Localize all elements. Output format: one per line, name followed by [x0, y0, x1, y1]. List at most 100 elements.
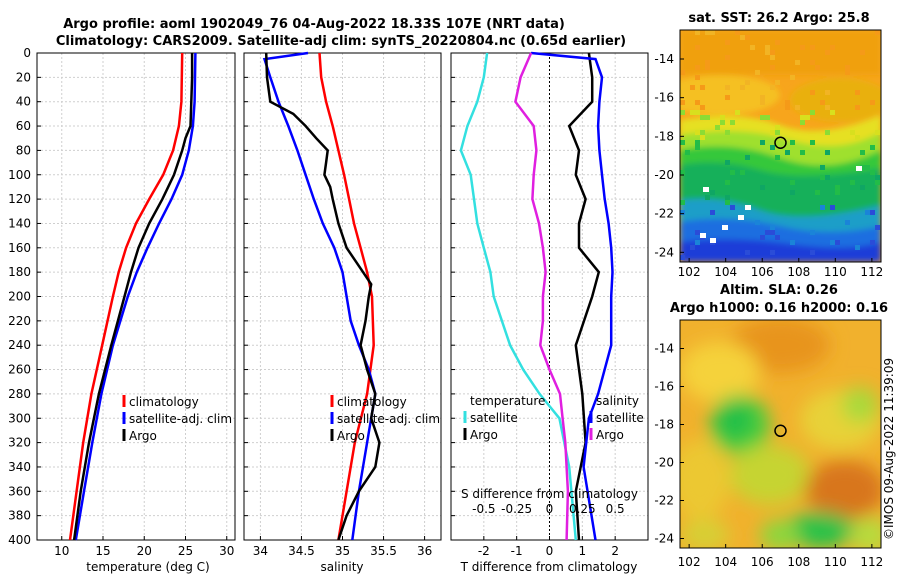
sst-pixel [760, 95, 765, 100]
sst-pixel [705, 195, 710, 200]
sst-missing-pixel [738, 215, 744, 220]
x-tick-label: 34 [253, 544, 268, 558]
sst-pixel [755, 220, 760, 225]
sst-pixel [790, 180, 795, 185]
sst-pixel [715, 125, 720, 130]
sst-pixel [770, 145, 775, 150]
sst-pixel [785, 150, 790, 155]
sla-map [679, 319, 882, 549]
s-diff-tick-label: -0.25 [501, 502, 532, 516]
sst-pixel [740, 170, 745, 175]
sst-pixel [875, 175, 880, 180]
sla-map-title-line2: Argo h1000: 0.16 h2000: 0.16 [670, 301, 888, 316]
legend-label: Argo [470, 428, 498, 442]
sst-pixel [685, 150, 690, 155]
sst-pixel [810, 60, 815, 65]
x-tick-label: 15 [95, 544, 110, 558]
sst-pixel [845, 65, 850, 70]
sst-pixel [875, 180, 880, 185]
sst-pixel [800, 45, 805, 50]
y-tick-label: 200 [8, 290, 31, 304]
sst-pixel [680, 255, 685, 260]
salinity-panel: 34 34.5 35 35.5 36 climatology satellite-adj. … [243, 51, 442, 558]
s-diff-tick-label: 0.5 [606, 502, 625, 516]
map-y-tick-label: -18 [654, 418, 674, 432]
sst-pixel [825, 105, 830, 110]
sst-pixel [860, 50, 865, 55]
sst-pixel [800, 115, 805, 120]
sst-pixel [725, 200, 730, 205]
sst-pixel [695, 230, 700, 235]
x-tick-label: 0 [546, 544, 554, 558]
sst-pixel [760, 115, 765, 120]
sst-pixel [775, 130, 780, 135]
sst-pixel [800, 150, 805, 155]
map-x-tick-label: 112 [860, 555, 883, 569]
sst-pixel [850, 130, 855, 135]
timestamp-label: ©IMOS 09-Aug-2022 11:39:09 [882, 358, 896, 540]
sst-pixel [775, 80, 780, 85]
sst-pixel [725, 85, 730, 90]
title-line1: Argo profile: aoml 1902049_76 04-Aug-202… [63, 17, 565, 32]
sst-pixel [695, 65, 700, 70]
sst-pixel [775, 40, 780, 45]
sst-pixel [775, 235, 780, 240]
x-tick-label: 30 [219, 544, 234, 558]
sst-missing-pixel [700, 233, 706, 238]
sst-pixel [825, 50, 830, 55]
sst-pixel [870, 100, 875, 105]
sst-pixel [730, 120, 735, 125]
sst-pixel [680, 170, 685, 175]
sst-pixel [720, 120, 725, 125]
sst-pixel [730, 205, 735, 210]
sst-pixel [690, 85, 695, 90]
map-x-tick-label: 112 [860, 265, 883, 279]
temperature-panel: 10 15 20 25 30020406080100120140160180200220… [8, 46, 236, 558]
sst-pixel [695, 145, 700, 150]
sst-pixel [830, 45, 835, 50]
sla-map-title-line1: Altim. SLA: 0.26 [720, 283, 838, 298]
x-tick-label: 34.5 [288, 544, 315, 558]
sst-pixel [745, 250, 750, 255]
sst-pixel [770, 65, 775, 70]
sst-pixel [700, 115, 705, 120]
map-x-tick-label: 102 [678, 265, 701, 279]
sst-pixel [775, 155, 780, 160]
sst-pixel [680, 140, 685, 145]
sst-pixel [770, 50, 775, 55]
map-x-tick-label: 106 [751, 555, 774, 569]
sst-pixel [735, 110, 740, 115]
map-x-tick-label: 108 [787, 265, 810, 279]
series-line-climatology [318, 52, 375, 541]
sst-pixel [750, 45, 755, 50]
sst-pixel [845, 220, 850, 225]
sst-pixel [695, 75, 700, 80]
sst-pixel [820, 165, 825, 170]
sst-pixel [860, 150, 865, 155]
sst-pixel [870, 170, 875, 175]
sst-missing-pixel [722, 225, 728, 230]
sst-pixel [695, 45, 700, 50]
legend-label: climatology [337, 395, 407, 409]
sst-map-pixels [680, 30, 880, 260]
x-tick-label: 25 [178, 544, 193, 558]
difference-panel: -2 -1 0 1 2 S difference from climatology-0.5… [450, 51, 649, 558]
map-x-tick-label: 104 [714, 265, 737, 279]
legend-label: Argo [596, 428, 624, 442]
map-y-tick-label: -20 [654, 456, 674, 470]
y-tick-label: 60 [16, 119, 31, 133]
s-satellite-diff-line [530, 51, 614, 541]
map-y-tick-label: -20 [654, 168, 674, 182]
sst-pixel [865, 165, 870, 170]
sst-pixel [690, 110, 695, 115]
sst-pixel [695, 100, 700, 105]
sst-pixel [820, 205, 825, 210]
sst-pixel [700, 135, 705, 140]
sst-pixel [870, 210, 875, 215]
t-satellite-diff-line [459, 52, 578, 541]
sst-pixel [830, 205, 835, 210]
map-axes: 102 104 106 108 110 112 -14 -16 -18 -20 -22 -24 102 1… [654, 52, 883, 569]
legend-label: Argo [337, 429, 365, 443]
sst-pixel [735, 30, 740, 35]
